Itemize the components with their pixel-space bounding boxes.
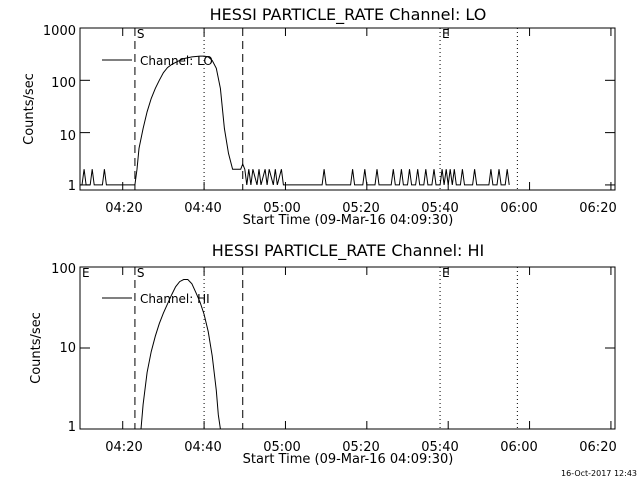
x-tick-label: 04:20	[105, 201, 142, 216]
y-tick-labels: 1 10 100	[51, 262, 76, 435]
x-tick-label: 06:00	[500, 440, 537, 455]
marker-label: E	[82, 266, 90, 280]
chart-title: HESSI PARTICLE_RATE Channel: HI	[212, 241, 485, 261]
legend-label: Channel: LO	[140, 54, 213, 68]
x-tick-labels: 04:20 04:40 05:00 05:20 05:40 06:00 06:2…	[105, 440, 616, 455]
x-tick-label: 05:00	[263, 201, 300, 216]
x-tick-label: 05:40	[421, 201, 458, 216]
panel-hi: HESSI PARTICLE_RATE Channel: HI 04:20 04…	[29, 241, 617, 467]
x-tick-label: 04:20	[105, 440, 142, 455]
y-tick-label: 100	[51, 262, 76, 277]
x-tick-label: 04:40	[184, 201, 221, 216]
legend-label: Channel: HI	[140, 292, 210, 306]
y-tick-labels: 1 10 100 1000	[43, 24, 76, 194]
x-tick-label: 06:00	[500, 201, 537, 216]
x-tick-label: 05:40	[421, 440, 458, 455]
x-tick-label: 06:20	[579, 440, 616, 455]
footer-timestamp: 16-Oct-2017 12:43	[561, 469, 637, 478]
legend: Channel: HI	[102, 292, 210, 306]
marker-label: S	[137, 27, 145, 41]
tick-marks	[80, 27, 615, 190]
panel-lo: HESSI PARTICLE_RATE Channel: LO 04:20 04…	[22, 5, 617, 228]
chart-title: HESSI PARTICLE_RATE Channel: LO	[210, 5, 487, 25]
series-line-lo	[80, 55, 510, 186]
series-line-hi	[140, 279, 221, 430]
x-tick-label: 04:40	[184, 440, 221, 455]
plot-frame	[79, 27, 616, 191]
x-axis-label: Start Time (09-Mar-16 04:09:30)	[243, 213, 454, 228]
x-tick-label: 05:20	[342, 440, 379, 455]
marker-label: S	[137, 266, 145, 280]
marker-label: E	[442, 27, 450, 41]
x-tick-label: 05:20	[342, 201, 379, 216]
marker-label: E	[442, 266, 450, 280]
y-tick-label: 1000	[43, 24, 76, 39]
y-tick-label: 1	[68, 420, 76, 435]
y-tick-label: 1	[68, 179, 76, 194]
y-axis-label: Counts/sec	[29, 312, 44, 384]
x-tick-label: 06:20	[579, 201, 616, 216]
y-tick-label: 10	[59, 341, 76, 356]
x-tick-labels: 04:20 04:40 05:00 05:20 05:40 06:00 06:2…	[105, 201, 616, 216]
y-axis-label: Counts/sec	[22, 73, 37, 145]
x-tick-label: 05:00	[263, 440, 300, 455]
x-axis-label: Start Time (09-Mar-16 04:09:30)	[243, 452, 454, 467]
y-tick-label: 10	[59, 129, 76, 144]
y-tick-label: 100	[51, 76, 76, 91]
legend: Channel: LO	[102, 54, 213, 68]
